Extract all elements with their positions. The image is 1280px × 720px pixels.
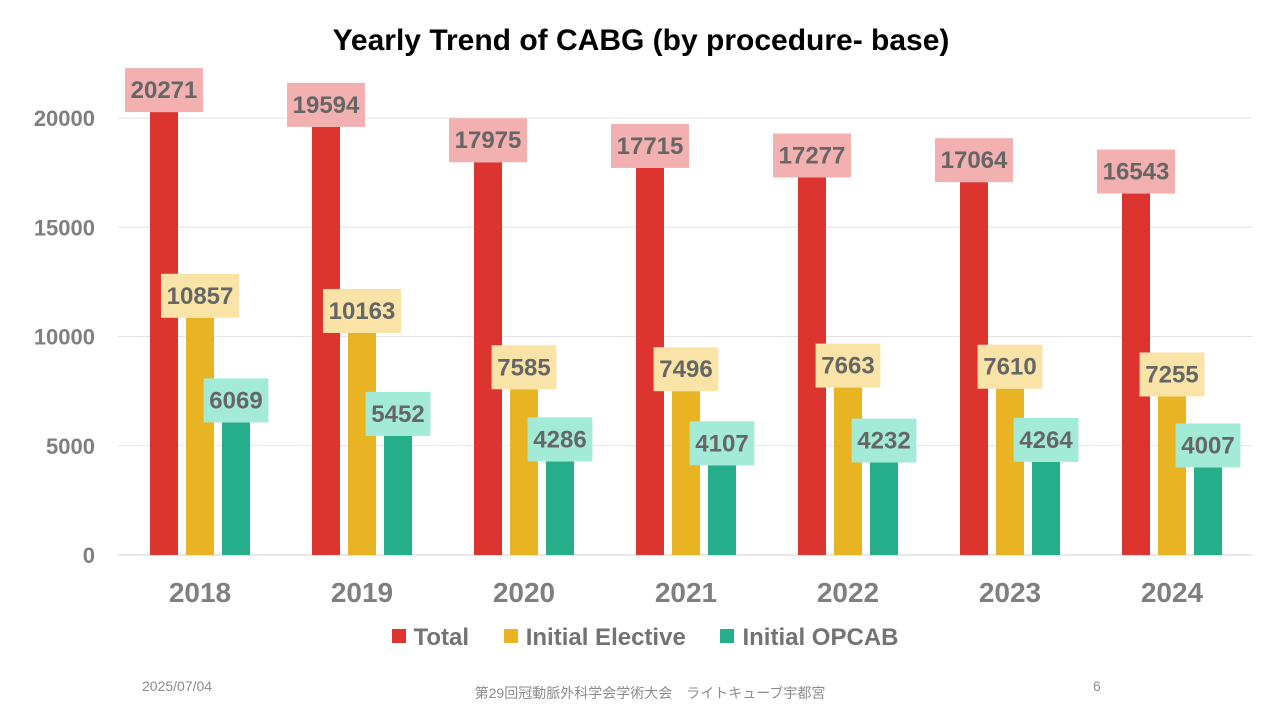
y-tick-label: 5000 (46, 434, 95, 459)
legend-item-opcab: Initial OPCAB (720, 624, 898, 652)
data-label-elective: 7663 (821, 353, 874, 380)
y-tick-label: 10000 (34, 325, 95, 350)
data-label-bg-elective (491, 345, 557, 390)
data-label-bg-opcab (1013, 417, 1079, 462)
bar-elective (996, 388, 1024, 555)
data-label-elective: 10857 (167, 283, 234, 310)
data-label-opcab: 6069 (209, 387, 262, 414)
data-label-total: 17277 (779, 142, 846, 169)
data-label-total: 17064 (941, 147, 1008, 174)
x-tick-label: 2023 (979, 577, 1041, 608)
x-tick-label: 2018 (169, 577, 231, 608)
y-tick-label: 0 (83, 543, 95, 568)
data-label-total: 16543 (1103, 159, 1170, 186)
data-label-total: 17975 (455, 127, 522, 154)
bar-opcab (384, 435, 412, 555)
bar-elective (186, 317, 214, 555)
data-label-bg-opcab (203, 378, 269, 423)
data-label-elective: 10163 (329, 298, 396, 325)
data-label-bg-opcab (527, 417, 593, 462)
bar-total (312, 126, 340, 556)
data-label-total: 20271 (131, 77, 198, 104)
data-label-elective: 7610 (983, 354, 1036, 381)
data-label-bg-opcab (1175, 423, 1241, 468)
bar-elective (510, 389, 538, 555)
y-tick-label: 15000 (34, 215, 95, 240)
data-label-bg-elective (1139, 352, 1205, 397)
bar-elective (834, 387, 862, 555)
data-label-bg-elective (161, 273, 239, 318)
data-label-opcab: 4107 (695, 430, 748, 457)
data-label-bg-elective (323, 288, 401, 333)
legend-label-opcab: Initial OPCAB (742, 624, 899, 651)
data-label-bg-total (611, 123, 689, 168)
bar-opcab (708, 465, 736, 555)
data-label-bg-total (287, 82, 365, 127)
legend-swatch-total (391, 629, 406, 643)
bar-elective (1158, 396, 1186, 555)
legend-item-elective: Initial Elective (503, 624, 686, 652)
data-label-opcab: 4286 (533, 426, 586, 453)
data-label-bg-total (773, 133, 851, 178)
data-label-bg-opcab (365, 391, 431, 436)
data-label-bg-elective (815, 343, 881, 388)
y-tick-label: 20000 (34, 106, 95, 131)
bar-opcab (870, 462, 898, 555)
legend-label-total: Total (413, 624, 470, 651)
data-label-elective: 7255 (1145, 361, 1198, 388)
bar-opcab (1032, 461, 1060, 555)
legend-swatch-elective (503, 629, 518, 643)
footer-page-number: 6 (1093, 678, 1101, 694)
bar-total (150, 112, 178, 556)
x-tick-label: 2022 (817, 577, 879, 608)
data-label-elective: 7496 (659, 356, 712, 383)
chart-legend: Total Initial Elective Initial OPCAB (0, 624, 1280, 652)
footer-event: 第29回冠動脈外科学会学術大会 ライトキューブ宇都宮 (474, 685, 826, 701)
legend-label-elective: Initial Elective (525, 624, 686, 651)
data-label-opcab: 5452 (371, 401, 424, 428)
data-label-opcab: 4264 (1019, 427, 1073, 454)
data-label-elective: 7585 (497, 354, 550, 381)
x-tick-label: 2019 (331, 577, 393, 608)
chart-title: Yearly Trend of CABG (by procedure- base… (332, 24, 950, 57)
data-label-opcab: 4232 (857, 428, 910, 455)
data-label-bg-total (935, 138, 1013, 183)
bar-elective (348, 332, 376, 555)
data-label-bg-total (125, 68, 203, 113)
data-label-bg-opcab (851, 418, 917, 463)
bar-opcab (546, 461, 574, 555)
bar-opcab (1194, 467, 1222, 555)
data-label-bg-total (1097, 149, 1175, 194)
x-tick-label: 2020 (493, 577, 555, 608)
data-label-bg-opcab (689, 421, 755, 466)
x-tick-label: 2024 (1141, 577, 1204, 608)
data-label-bg-elective (653, 347, 719, 392)
data-label-opcab: 4007 (1181, 432, 1234, 459)
legend-swatch-opcab (720, 629, 735, 643)
bar-elective (672, 391, 700, 555)
x-tick-label: 2021 (655, 577, 717, 608)
legend-item-total: Total (391, 624, 470, 652)
bar-opcab (222, 422, 250, 555)
data-label-total: 19594 (293, 92, 360, 119)
data-label-bg-total (449, 118, 527, 163)
footer-date: 2025/07/04 (142, 678, 213, 694)
data-label-bg-elective (977, 344, 1043, 389)
data-label-total: 17715 (617, 133, 684, 160)
